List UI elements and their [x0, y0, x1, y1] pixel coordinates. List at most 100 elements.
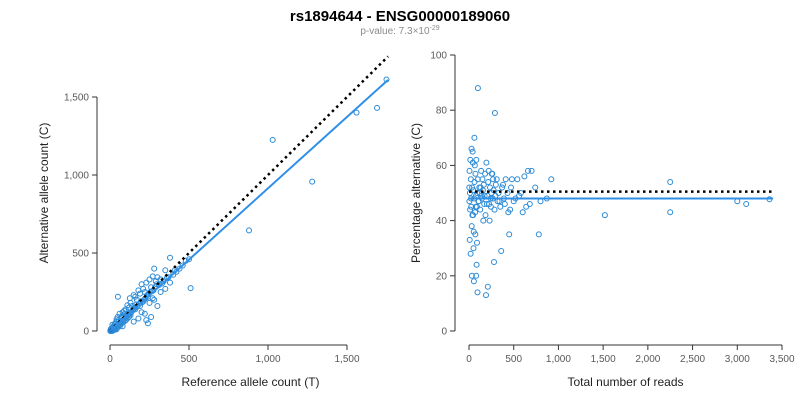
left-data-point: [309, 178, 316, 185]
right-data-point: [537, 198, 544, 205]
right-data-point: [471, 134, 478, 141]
right-data-point: [469, 148, 476, 155]
right-data-point: [467, 176, 474, 183]
left-data-point: [146, 276, 153, 283]
right-data-point: [667, 209, 674, 216]
right-data-point: [491, 206, 498, 213]
left-data-point: [353, 109, 360, 116]
right-data-point: [492, 181, 499, 188]
right-data-point: [506, 231, 513, 238]
left-data-point: [187, 285, 194, 292]
left-y-tick-label: 500: [72, 249, 89, 260]
left-fit-line: [109, 79, 389, 332]
left-data-point: [138, 309, 145, 316]
right-data-point: [532, 184, 539, 191]
left-x-tick-label: 1,500: [334, 354, 359, 365]
right-data-point: [483, 201, 490, 207]
right-data-point: [535, 231, 542, 238]
right-data-point: [521, 173, 528, 180]
right-data-point: [478, 167, 485, 174]
p-value-text: p-value: 7.3×10: [360, 26, 430, 37]
right-data-point: [466, 167, 473, 174]
right-data-point: [488, 170, 495, 177]
right-data-point: [498, 248, 505, 254]
left-data-point: [137, 290, 143, 297]
left-data-point: [152, 278, 159, 285]
right-scatter-panel: 0 500 1,000 1,500 2,000 2,500 3,000 3,500 0 20 40 6…: [409, 51, 795, 390]
right-data-point: [487, 203, 494, 210]
right-data-point: [472, 170, 479, 177]
right-data-point: [468, 203, 475, 210]
right-data-point: [490, 176, 497, 183]
left-data-point: [170, 271, 177, 278]
right-data-point: [473, 272, 480, 279]
left-data-point: [374, 104, 380, 111]
left-data-point: [119, 309, 126, 316]
right-data-point: [508, 176, 515, 183]
left-scatter-panel: 0 500 1,000 1,500 0 500 1,000 1,500 Reference al…: [37, 55, 390, 389]
left-data-point: [143, 317, 150, 324]
right-data-point: [470, 245, 477, 252]
right-data-point: [474, 239, 480, 246]
right-data-point: [486, 217, 493, 224]
right-data-point: [526, 201, 533, 207]
left-data-point: [162, 285, 169, 292]
left-data-point: [114, 293, 121, 300]
left-x-tick-label: 500: [181, 354, 198, 365]
right-data-point: [480, 181, 487, 188]
left-reference-line: [109, 55, 389, 332]
right-data-point: [467, 250, 474, 257]
right-data-point: [508, 184, 514, 191]
right-data-point: [466, 184, 473, 191]
left-data-point: [148, 314, 155, 320]
right-data-point: [483, 292, 489, 299]
left-y-tick-label: 1,000: [64, 171, 89, 182]
left-data-point: [173, 268, 180, 275]
right-data-point: [484, 283, 491, 290]
right-x-tick-label: 0: [466, 354, 472, 365]
right-y-tick-label: 20: [436, 271, 448, 282]
left-data-point: [141, 310, 148, 317]
left-data-point: [113, 326, 120, 333]
left-x-tick-label: 0: [107, 354, 113, 365]
left-data-point: [151, 296, 158, 303]
left-y-axis-label: Alternative allele count (C): [37, 123, 51, 264]
left-data-point: [186, 256, 192, 263]
left-data-point: [132, 293, 139, 300]
right-data-point: [483, 159, 490, 166]
right-data-point: [468, 145, 475, 152]
right-data-point: [470, 187, 477, 194]
left-data-point: [154, 303, 161, 309]
left-data-point: [176, 265, 183, 272]
left-data-point: [269, 136, 276, 143]
left-data-point: [146, 299, 153, 306]
right-data-point: [502, 176, 509, 183]
right-data-point: [468, 272, 475, 279]
right-x-tick-label: 3,500: [769, 354, 794, 365]
right-data-point: [485, 179, 492, 185]
right-data-point: [468, 223, 475, 230]
right-data-point: [493, 176, 500, 183]
right-data-point: [495, 190, 502, 196]
left-data-point: [167, 254, 173, 261]
left-data-point: [162, 267, 169, 274]
right-data-point: [514, 176, 521, 183]
right-data-point: [470, 228, 477, 235]
right-data-point: [667, 179, 674, 185]
left-data-point: [126, 295, 133, 302]
right-data-point: [519, 209, 526, 216]
left-data-point: [135, 315, 142, 322]
right-data-point: [497, 203, 504, 210]
right-x-tick-label: 2,500: [680, 354, 705, 365]
right-x-tick-label: 500: [505, 354, 522, 365]
right-data-point: [743, 201, 750, 207]
left-data-point: [157, 289, 164, 295]
right-data-point: [477, 206, 484, 213]
left-data-point: [116, 310, 123, 317]
right-data-point: [517, 190, 524, 196]
right-data-point: [467, 206, 474, 213]
right-y-tick-label: 0: [441, 327, 447, 338]
right-y-tick-label: 40: [436, 216, 448, 227]
right-data-point: [471, 179, 478, 185]
